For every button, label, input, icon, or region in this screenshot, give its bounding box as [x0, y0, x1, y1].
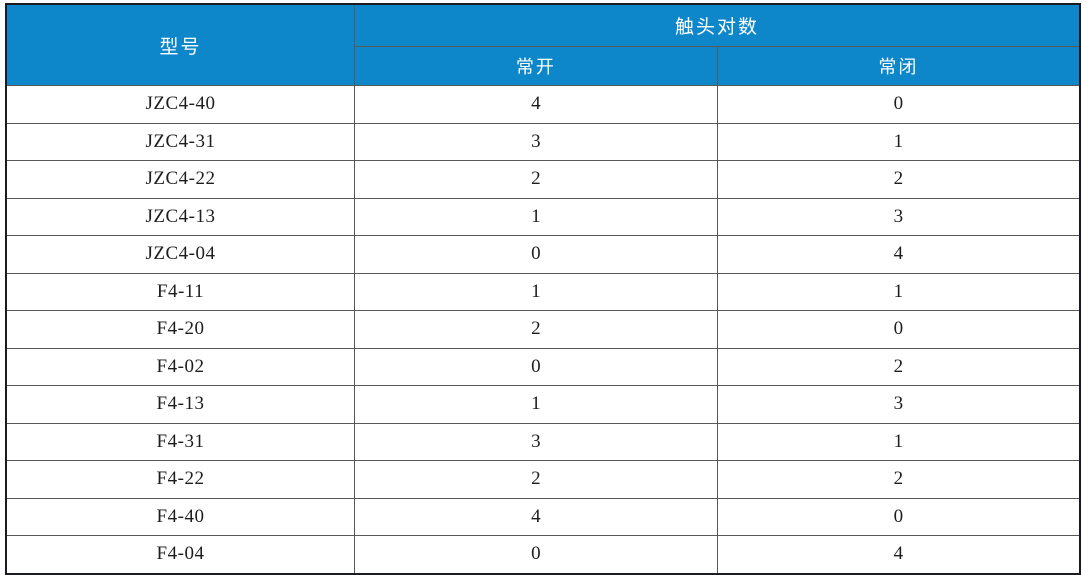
- cell-model: F4-13: [6, 385, 355, 424]
- cell-model: F4-04: [6, 535, 355, 574]
- table-row: F4-13 1 3: [6, 385, 1080, 424]
- cell-normally-closed: 1: [716, 422, 1080, 461]
- cell-normally-closed: 0: [716, 85, 1080, 124]
- table-row: JZC4-04 0 4: [6, 235, 1080, 274]
- cell-model: JZC4-22: [6, 160, 355, 199]
- cell-normally-open: 2: [354, 310, 718, 349]
- table-row: JZC4-13 1 3: [6, 197, 1080, 236]
- cell-model: F4-22: [6, 460, 355, 499]
- table-body: JZC4-40 4 0 JZC4-31 3 1 JZC4-22 2 2 JZC4…: [6, 85, 1080, 574]
- cell-normally-open: 1: [354, 272, 718, 311]
- cell-normally-closed: 0: [716, 497, 1080, 536]
- table-header: 型号 触头对数 常开 常闭: [6, 3, 1081, 86]
- cell-normally-open: 4: [354, 85, 718, 124]
- cell-normally-closed: 2: [716, 347, 1080, 386]
- column-header-normally-open: 常开: [354, 46, 718, 86]
- column-header-normally-closed: 常闭: [716, 46, 1080, 86]
- table-row: F4-04 0 4: [6, 535, 1080, 574]
- cell-normally-open: 1: [354, 197, 718, 236]
- table-row: JZC4-40 4 0: [6, 85, 1080, 124]
- column-header-contact-pairs: 触头对数: [354, 3, 1081, 47]
- cell-model: JZC4-31: [6, 122, 355, 161]
- cell-normally-open: 3: [354, 122, 718, 161]
- table-row: F4-20 2 0: [6, 310, 1080, 349]
- cell-normally-closed: 0: [716, 310, 1080, 349]
- cell-normally-open: 0: [354, 235, 718, 274]
- table-row: F4-02 0 2: [6, 347, 1080, 386]
- contact-pairs-table: 型号 触头对数 常开 常闭 JZC4-40 4 0 JZC4-31 3 1 JZ…: [5, 3, 1081, 575]
- cell-normally-open: 3: [354, 422, 718, 461]
- cell-normally-open: 1: [354, 385, 718, 424]
- cell-model: JZC4-40: [6, 85, 355, 124]
- cell-normally-closed: 3: [716, 197, 1080, 236]
- table-row: F4-11 1 1: [6, 272, 1080, 311]
- table-row: F4-31 3 1: [6, 422, 1080, 461]
- cell-normally-closed: 1: [716, 122, 1080, 161]
- spec-table-container: 型号 触头对数 常开 常闭 JZC4-40 4 0 JZC4-31 3 1 JZ…: [5, 3, 1081, 575]
- cell-normally-closed: 1: [716, 272, 1080, 311]
- cell-normally-closed: 4: [716, 535, 1080, 574]
- cell-model: F4-31: [6, 422, 355, 461]
- cell-model: F4-40: [6, 497, 355, 536]
- cell-normally-open: 4: [354, 497, 718, 536]
- cell-normally-closed: 2: [716, 460, 1080, 499]
- cell-normally-open: 2: [354, 160, 718, 199]
- cell-normally-closed: 4: [716, 235, 1080, 274]
- cell-normally-open: 0: [354, 347, 718, 386]
- column-header-model: 型号: [6, 3, 355, 86]
- cell-model: JZC4-13: [6, 197, 355, 236]
- table-row: JZC4-22 2 2: [6, 160, 1080, 199]
- table-row: JZC4-31 3 1: [6, 122, 1080, 161]
- cell-normally-open: 0: [354, 535, 718, 574]
- cell-normally-open: 2: [354, 460, 718, 499]
- header-row-top: 型号 触头对数: [6, 3, 1081, 86]
- cell-normally-closed: 3: [716, 385, 1080, 424]
- cell-normally-closed: 2: [716, 160, 1080, 199]
- cell-model: JZC4-04: [6, 235, 355, 274]
- header-row-sub: 常开 常闭: [6, 46, 1080, 86]
- cell-model: F4-02: [6, 347, 355, 386]
- table-row: F4-22 2 2: [6, 460, 1080, 499]
- table-row: F4-40 4 0: [6, 497, 1080, 536]
- cell-model: F4-20: [6, 310, 355, 349]
- cell-model: F4-11: [6, 272, 355, 311]
